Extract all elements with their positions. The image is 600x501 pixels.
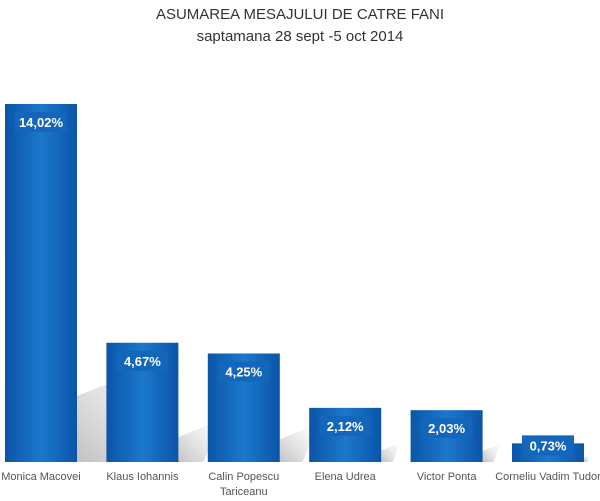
category-label: Victor Ponta: [417, 471, 478, 483]
category-label: Corneliu Vadim Tudor: [495, 471, 600, 483]
data-label: 4,67%: [124, 354, 161, 369]
bar-shadow: [584, 455, 591, 462]
data-label-box: [522, 435, 574, 456]
data-label-box: [319, 415, 372, 436]
bar-shadow: [279, 424, 318, 462]
category-label: Elena Udrea: [315, 471, 377, 483]
data-label: 0,73%: [530, 438, 567, 453]
data-label-box: [116, 350, 169, 371]
category-label: Tariceanu: [220, 486, 268, 498]
data-label-box: [420, 418, 473, 439]
data-label: 14,02%: [19, 115, 64, 130]
data-label: 4,25%: [225, 364, 262, 379]
category-label: Monica Macovei: [1, 471, 80, 483]
data-label: 2,03%: [428, 421, 465, 436]
data-label-box: [15, 112, 67, 132]
data-label: 2,12%: [327, 419, 364, 434]
bar: [5, 104, 77, 462]
data-label-box: [217, 361, 270, 382]
chart-subtitle: saptamana 28 sept -5 oct 2014: [196, 28, 404, 45]
bar-shadow: [381, 443, 401, 462]
chart-title: ASUMAREA MESAJULUI DE CATRE FANI: [155, 6, 445, 23]
bar-shadow: [482, 443, 501, 462]
category-label: Klaus Iohannis: [106, 471, 179, 483]
category-label: Calin Popescu: [208, 471, 279, 483]
